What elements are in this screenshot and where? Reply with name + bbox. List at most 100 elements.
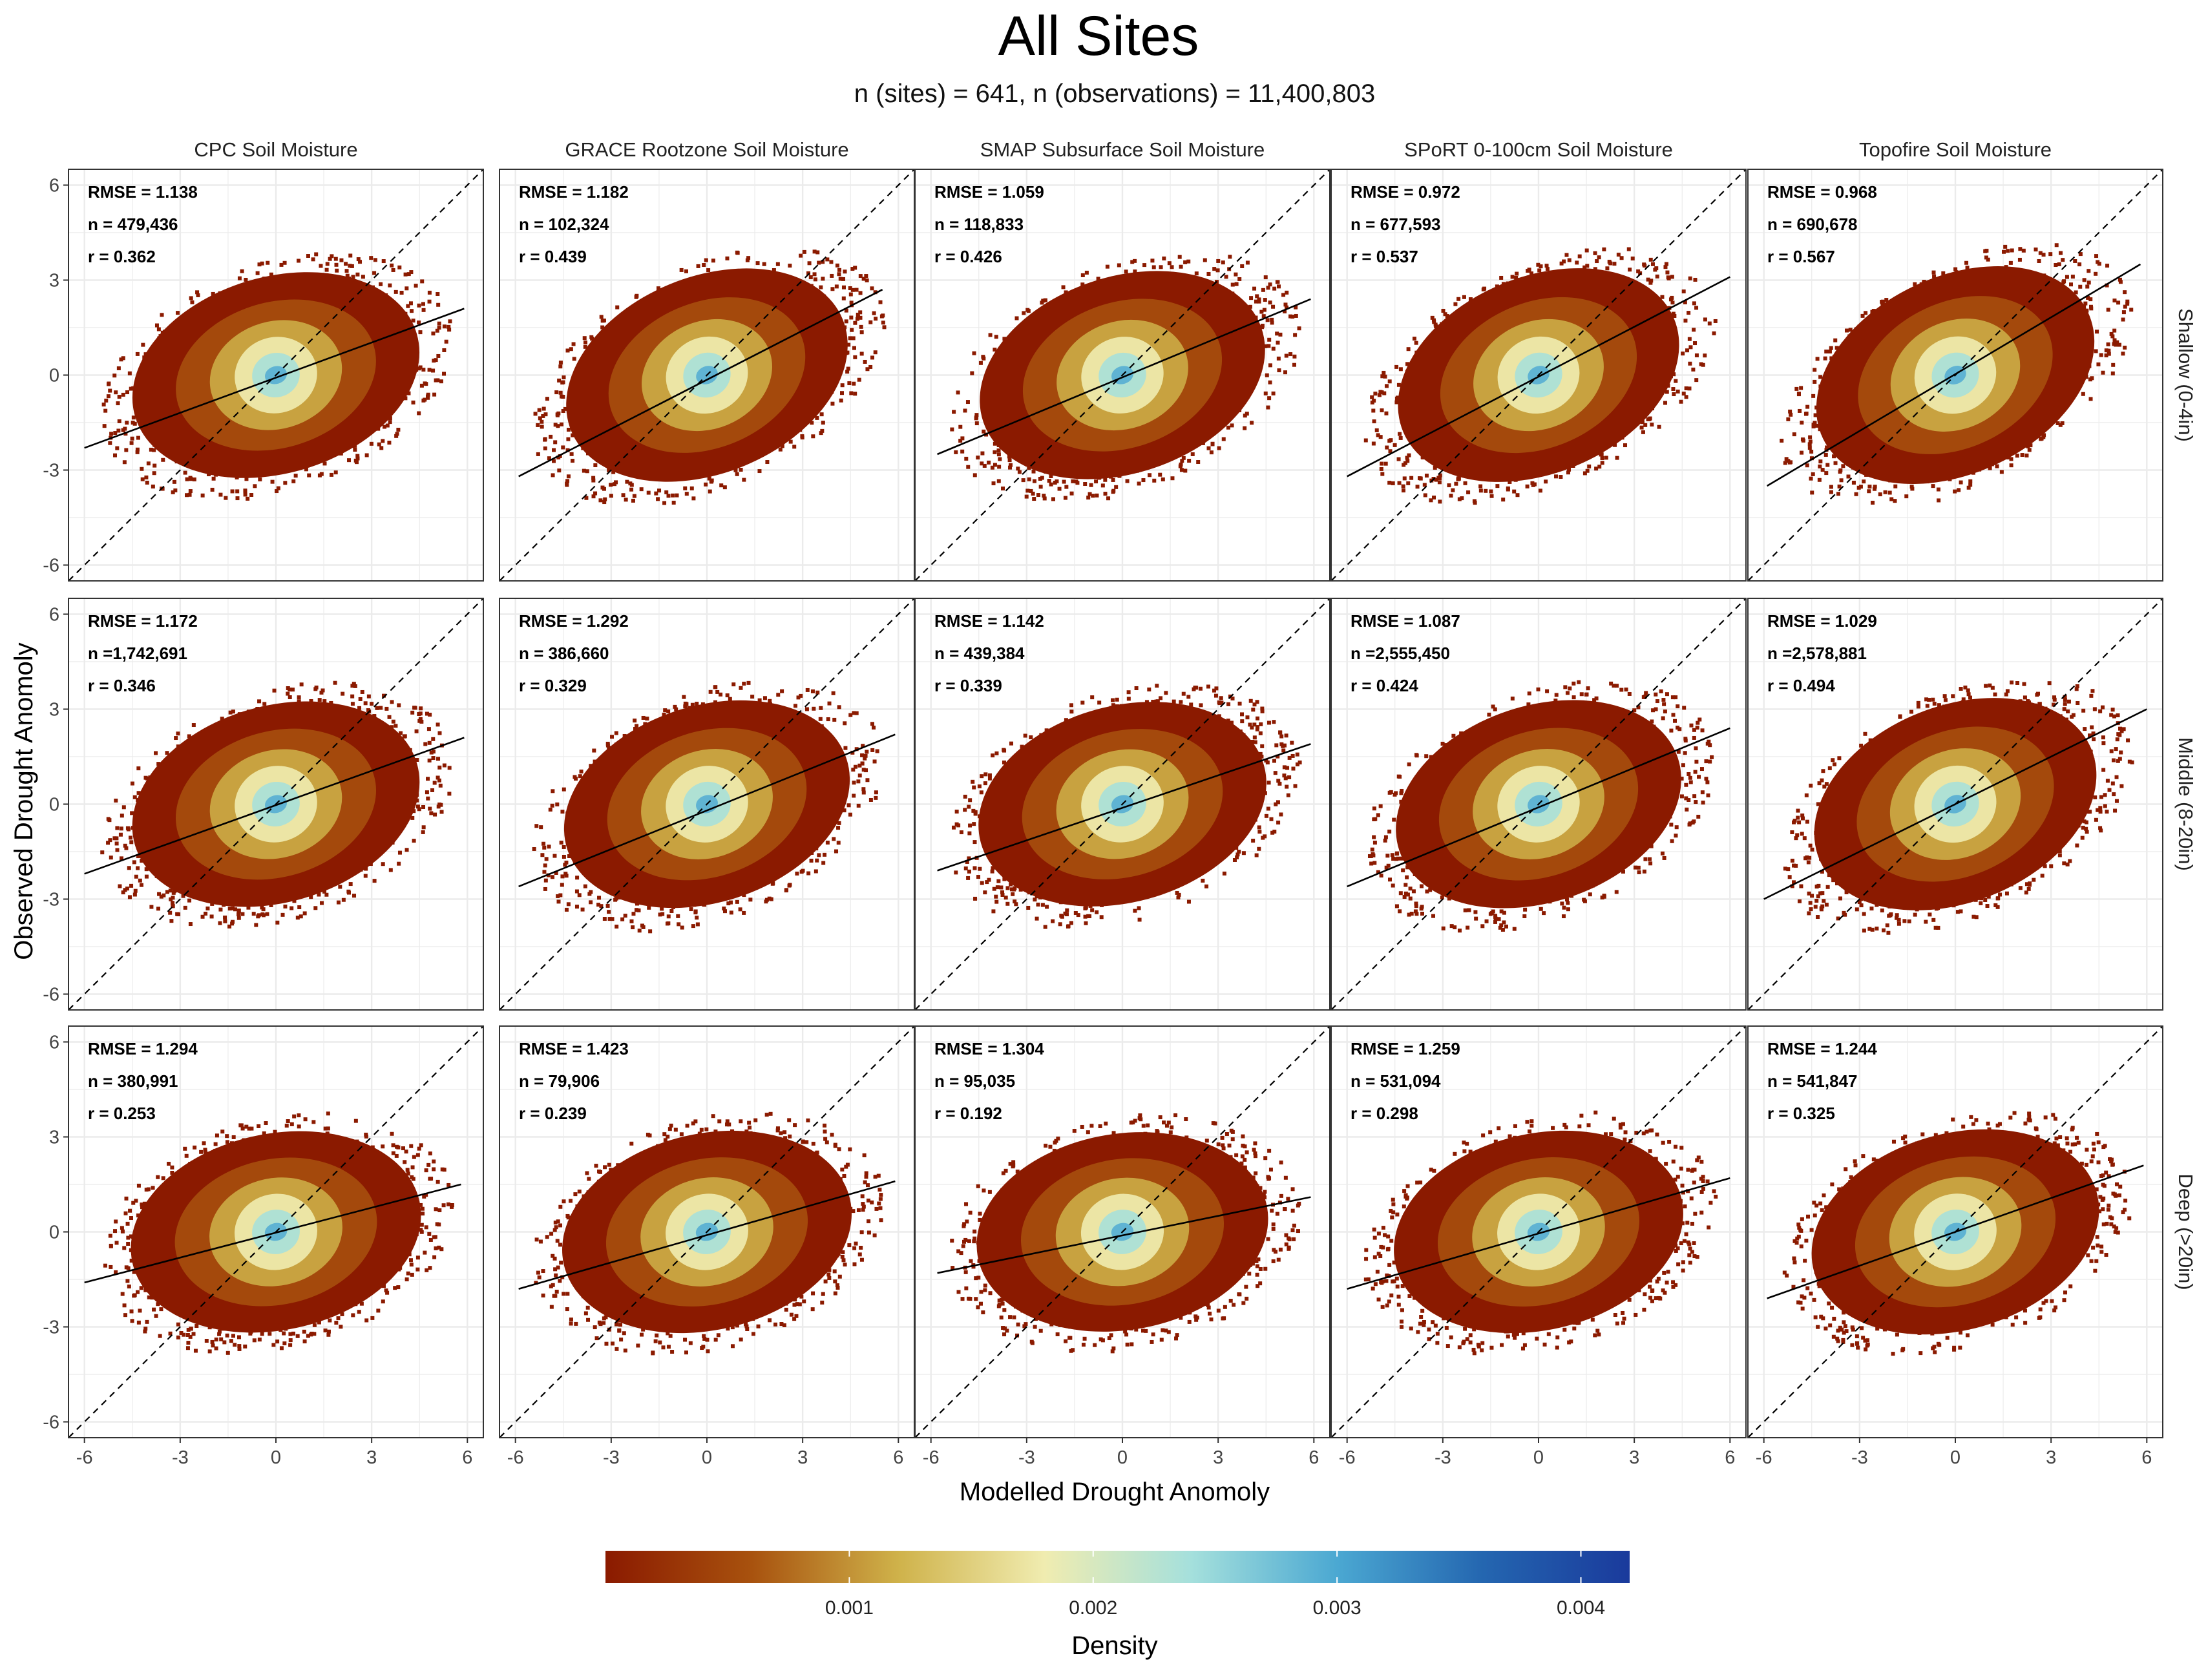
density-cell [693,910,698,915]
density-cell [1036,902,1040,907]
density-cell [1226,719,1230,723]
density-cell [1820,468,1825,472]
density-cell [980,451,985,456]
density-cell [423,742,428,746]
density-cell [390,263,394,268]
density-cell [1271,304,1276,309]
y-tick-label: 6 [49,605,59,625]
density-cell [1389,790,1393,794]
density-cell [437,326,441,330]
density-cell [775,262,780,266]
density-cell [2034,247,2038,252]
density-cell [2094,349,2098,353]
density-cell [1544,479,1548,484]
density-cell [1701,362,1705,367]
density-cell [295,916,300,920]
density-cell [1051,919,1055,923]
density-cell [1669,823,1674,827]
density-cell [313,906,318,910]
density-cell [1692,735,1696,740]
density-cell [397,850,402,855]
density-cell [536,423,540,427]
density-cell [846,803,851,808]
density-cell [355,456,360,461]
density-cell [1204,884,1209,888]
density-cell [1887,490,1892,495]
density-cell [960,436,965,441]
density-cell [1671,713,1676,717]
density-cell [1219,696,1223,700]
density-cell [1277,368,1281,373]
density-cell [677,922,681,927]
density-cell [861,787,866,792]
density-cell [196,293,200,297]
density-cell [414,284,418,288]
density-cell [168,888,173,893]
density-cell [708,489,712,494]
density-cell [130,781,134,786]
density-cell [589,890,593,894]
density-cell [218,921,222,925]
density-cell [211,476,216,481]
density-cell [624,498,628,502]
density-cell [419,719,424,724]
density-cell [965,859,969,864]
density-cell [1262,308,1267,312]
density-cell [2094,271,2098,276]
density-cell [1612,684,1616,688]
density-cell [1786,417,1791,421]
density-cell [584,496,589,500]
density-cell [1577,254,1582,258]
density-cell [2078,284,2083,289]
density-cell [1150,258,1155,263]
density-cell [1111,488,1116,493]
density-cell [1676,726,1680,730]
density-cell [799,870,804,874]
density-cell [873,290,878,295]
density-cell [350,702,355,706]
density-cell [1268,363,1272,368]
x-axis-title: Modelled Drought Anomoly [960,1478,1270,1506]
density-cell [565,479,570,483]
density-cell [353,684,357,688]
density-cell [183,905,187,910]
density-cell [1708,759,1712,764]
density-cell [129,883,134,888]
density-cell [1384,384,1389,388]
density-cell [1687,823,1692,827]
density-cell [133,888,138,893]
density-cell [679,268,684,272]
density-cell [1566,907,1570,912]
density-cell [319,901,324,905]
density-cell [956,823,961,828]
density-cell [304,467,308,472]
density-cell [1063,496,1067,500]
density-cell [1789,460,1793,465]
density-cell [1841,464,1845,468]
density-cell [2009,463,2013,468]
density-cell [1414,912,1419,916]
density-cell [1137,918,1142,922]
density-cell [695,922,700,927]
density-cell [2070,275,2075,279]
density-cell [244,277,248,282]
density-cell [1453,925,1457,930]
density-cell [755,261,760,266]
density-cell [1170,476,1175,481]
density-cell [870,722,874,726]
density-cell [169,897,173,901]
density-cell [1235,855,1239,859]
density-cell [1254,853,1259,857]
density-cell [140,467,144,471]
density-cell [1829,346,1833,350]
density-cell [330,472,334,477]
density-cell [629,487,634,492]
density-cell [1405,875,1409,879]
density-cell [980,774,984,779]
density-cell [738,907,742,912]
density-cell [1201,878,1205,883]
density-cell [1267,781,1271,785]
density-cell [1832,454,1836,459]
density-cell [1506,486,1510,490]
density-cell [348,264,352,268]
